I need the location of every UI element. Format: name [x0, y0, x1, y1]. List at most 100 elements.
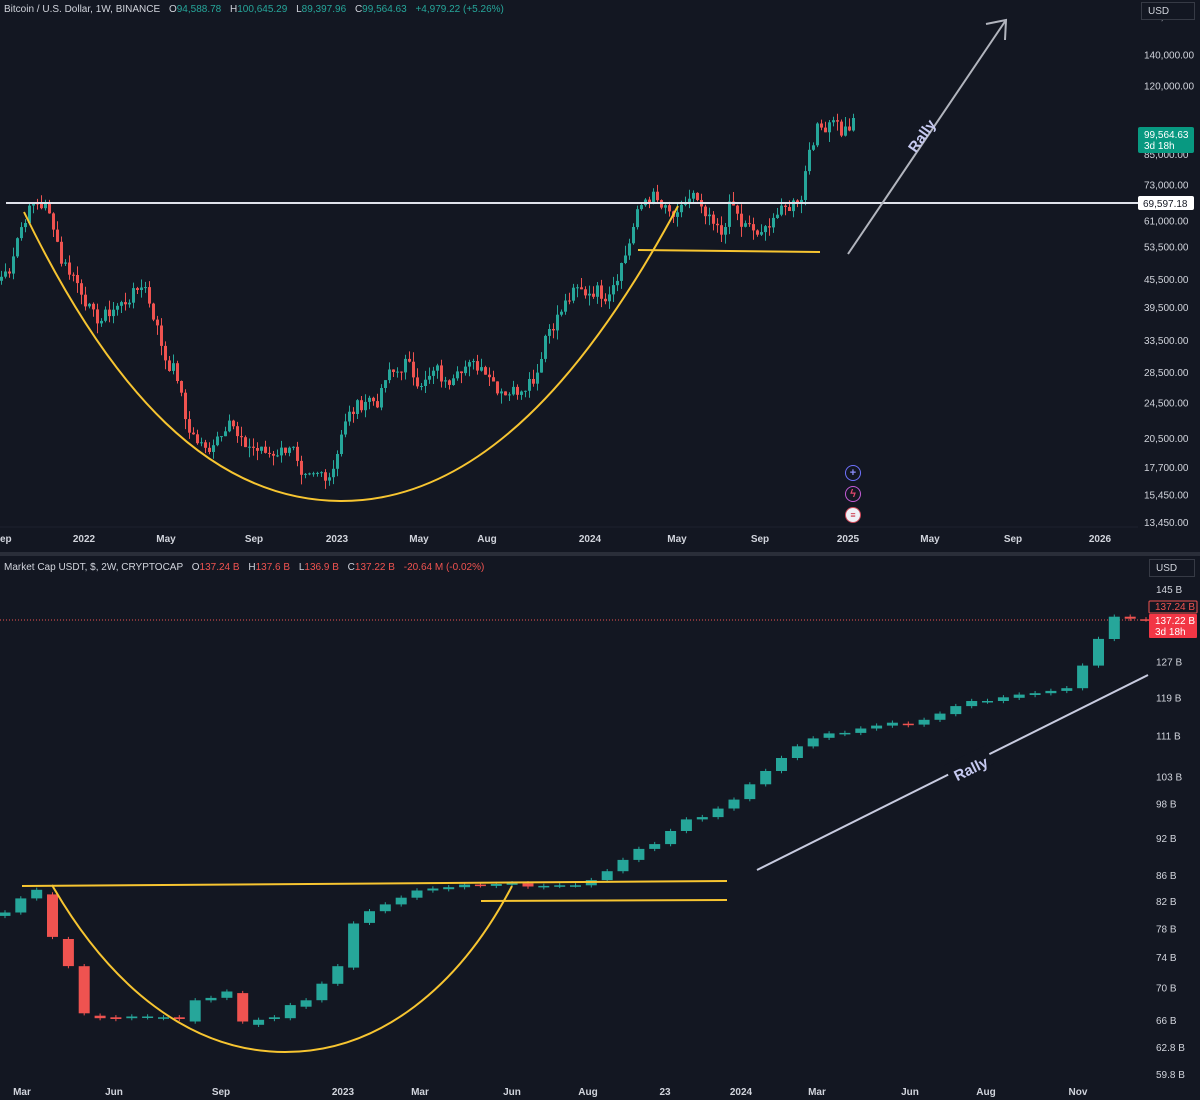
flag-icon[interactable]: ≡: [845, 507, 861, 523]
btc-candle: [60, 241, 63, 264]
btc-candle: [116, 305, 119, 310]
btc-candle: [4, 271, 7, 277]
plus-circle-icon[interactable]: +: [845, 465, 861, 481]
btc-candle: [544, 335, 547, 359]
usdt-chart-pane[interactable]: Market Cap USDT, $, 2W, CRYPTOCAP O137.2…: [0, 556, 1200, 1100]
btc-candle: [452, 378, 455, 385]
usdt-open-tag: [1148, 600, 1198, 614]
usdt-candle: [443, 887, 455, 890]
btc-time-tick: May: [667, 534, 687, 545]
btc-cup-curve[interactable]: [23, 205, 679, 503]
btc-time-tick: May: [920, 534, 940, 545]
usdt-candle: [570, 885, 581, 887]
usdt-countdown: 3d 18h: [1155, 627, 1186, 638]
btc-candle: [752, 224, 755, 231]
btc-candle: [396, 371, 399, 373]
btc-candle: [424, 379, 427, 386]
usdt-low-key: L: [298, 562, 305, 573]
btc-candle: [188, 419, 191, 433]
btc-time-tick: 2024: [579, 534, 602, 545]
btc-candle: [472, 361, 475, 363]
btc-candle: [336, 454, 339, 469]
btc-time-tick: May: [409, 534, 429, 545]
btc-candle: [16, 238, 19, 257]
btc-last-price: 99,564.63: [1144, 130, 1189, 141]
usdt-candle: [902, 723, 914, 726]
btc-candle: [624, 255, 627, 263]
btc-candles: [0, 113, 855, 489]
btc-candle: [852, 118, 855, 131]
btc-candle: [100, 320, 103, 324]
btc-candle: [196, 434, 199, 444]
btc-price-tick: 53,500.00: [1144, 243, 1189, 254]
btc-candle: [468, 362, 471, 367]
usdt-price-axis[interactable]: [1148, 556, 1200, 1100]
btc-candle: [224, 431, 227, 437]
btc-candle: [500, 391, 503, 394]
btc-open: 94,588.78: [176, 4, 222, 15]
usdt-time-tick: Jun: [901, 1087, 919, 1098]
usdt-time-tick: 2024: [730, 1087, 753, 1098]
btc-candle: [320, 472, 323, 474]
btc-candle: [740, 213, 743, 227]
btc-candle: [456, 371, 459, 379]
usdt-currency-button[interactable]: USD: [1149, 559, 1195, 577]
btc-candle: [164, 345, 167, 361]
usdt-last-price: 137.22 B: [1155, 616, 1195, 627]
btc-candle: [416, 377, 419, 387]
btc-candle: [668, 205, 671, 212]
usdt-candle: [1077, 665, 1089, 689]
btc-rally-arrow[interactable]: [847, 19, 1007, 255]
btc-candle: [348, 411, 351, 422]
btc-currency-button[interactable]: USD: [1141, 2, 1195, 20]
btc-time-tick: 2022: [73, 534, 96, 545]
btc-time-tick: Sep: [751, 534, 769, 545]
usdt-candle: [665, 831, 677, 845]
btc-candle: [340, 434, 343, 454]
usdt-candle: [158, 1017, 169, 1019]
usdt-candle: [47, 894, 58, 937]
btc-candle: [612, 285, 615, 295]
btc-candle: [40, 204, 43, 209]
usdt-candle: [760, 771, 772, 785]
btc-candle: [280, 447, 283, 456]
usdt-handle-line[interactable]: [480, 899, 728, 902]
btc-candle: [448, 380, 451, 385]
btc-price-tick: 24,500.00: [1144, 398, 1189, 409]
btc-chart-svg[interactable]: 170,000.00140,000.00120,000.0085,000.007…: [0, 0, 1200, 552]
btc-candle: [120, 302, 123, 306]
usdt-cup-curve[interactable]: [51, 884, 513, 1054]
btc-chart-pane[interactable]: Bitcoin / U.S. Dollar, 1W, BINANCE O94,5…: [0, 0, 1200, 552]
usdt-price-tick: 74 B: [1156, 953, 1177, 964]
pane-divider[interactable]: [0, 552, 1200, 556]
usdt-chart-svg[interactable]: 145 B 127 B 119 B 111 B 103 B 98 B 92 B 86 B 82 …: [0, 556, 1200, 1100]
lightning-icon[interactable]: ϟ: [845, 486, 861, 502]
usdt-price-tick: 145 B: [1156, 585, 1182, 596]
btc-handle-line[interactable]: [637, 249, 821, 253]
btc-candle: [44, 203, 47, 209]
btc-candle: [704, 206, 707, 217]
usdt-candle: [364, 911, 375, 923]
usdt-resistance-line[interactable]: [21, 880, 728, 887]
usdt-candle: [1108, 616, 1120, 639]
usdt-candle: [696, 817, 708, 820]
btc-time-tick: May: [156, 534, 176, 545]
btc-candle: [244, 437, 247, 448]
btc-candle: [132, 288, 135, 303]
btc-candle: [708, 214, 711, 217]
btc-candle: [228, 420, 231, 432]
btc-candle: [556, 314, 559, 331]
usdt-time-tick: Jun: [105, 1087, 123, 1098]
usdt-low: 136.9 B: [304, 562, 339, 573]
btc-candle: [548, 329, 551, 336]
btc-symbol[interactable]: Bitcoin / U.S. Dollar, 1W, BINANCE: [4, 4, 161, 15]
btc-candle: [412, 361, 415, 378]
usdt-symbol[interactable]: Market Cap USDT, $, 2W, CRYPTOCAP: [4, 562, 183, 573]
btc-candle: [392, 369, 395, 372]
usdt-candle: [601, 871, 613, 881]
btc-price-axis[interactable]: [1138, 0, 1200, 552]
btc-candle: [252, 446, 255, 448]
btc-candle: [316, 472, 319, 474]
btc-candle: [828, 122, 831, 133]
btc-candle: [152, 303, 155, 320]
